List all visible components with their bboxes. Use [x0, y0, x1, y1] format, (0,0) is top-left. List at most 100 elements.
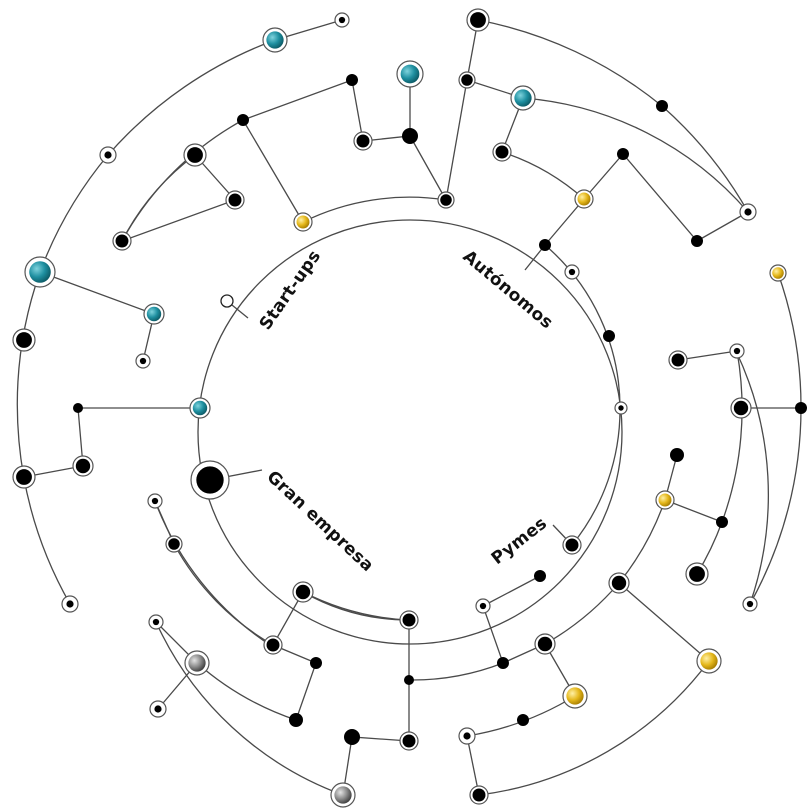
- node-ringed-shape: [16, 332, 32, 348]
- inner-arc-auto: [544, 244, 621, 409]
- node-small-shape: [66, 600, 74, 608]
- node-gray-shape: [188, 654, 206, 672]
- node-teal-shape: [192, 400, 208, 416]
- node-ringed: [190, 460, 230, 500]
- node-dot: [402, 128, 418, 144]
- node-small: [135, 353, 151, 369]
- node-ringed: [437, 191, 455, 209]
- node-dot-shape: [404, 675, 414, 685]
- node-teal: [189, 397, 211, 419]
- node-ringed-shape: [565, 538, 579, 552]
- outer-arc-e: [777, 272, 802, 409]
- node-gold-shape: [296, 215, 310, 229]
- inner-arc-ne: [501, 151, 585, 200]
- node-dot-shape: [656, 100, 668, 112]
- node-teal: [396, 60, 424, 88]
- node-small-shape: [479, 602, 487, 610]
- node-teal: [24, 256, 56, 288]
- inner-arc-n: [302, 196, 447, 223]
- node-ringed-shape: [187, 147, 203, 163]
- node-ringed-shape: [671, 353, 685, 367]
- node-dot-shape: [617, 148, 629, 160]
- node-dot-shape: [534, 570, 546, 582]
- node-teal-shape: [29, 261, 51, 283]
- edge: [482, 575, 546, 664]
- node-ringed: [668, 350, 688, 370]
- edge: [242, 119, 304, 223]
- node-ringed-shape: [356, 134, 370, 148]
- node-dot-shape: [670, 448, 684, 462]
- node-small: [564, 264, 580, 280]
- node-dot-shape: [289, 713, 303, 727]
- middle-arc-nw: [121, 119, 244, 242]
- edge: [524, 198, 585, 271]
- node-ringed-shape: [733, 400, 749, 416]
- inner-arc-pymes: [571, 407, 621, 546]
- node-dot: [404, 675, 414, 685]
- inner-arc-s: [302, 591, 410, 621]
- node-teal: [510, 85, 536, 111]
- node-ringed-shape: [75, 458, 91, 474]
- node-gold-shape: [577, 192, 591, 206]
- node-ringed: [469, 785, 489, 805]
- edge: [445, 19, 479, 201]
- node-dot: [617, 148, 629, 160]
- node-dot: [344, 729, 360, 745]
- node-ringed: [225, 190, 245, 210]
- outer-arc-sw: [155, 621, 344, 796]
- node-gold: [769, 264, 787, 282]
- node-ringed: [12, 328, 36, 352]
- node-ringed: [685, 562, 709, 586]
- node-ringed-shape: [196, 466, 224, 494]
- node-ringed-shape: [689, 566, 705, 582]
- node-small-shape: [463, 732, 471, 740]
- nodes: [12, 8, 807, 808]
- node-teal: [143, 303, 165, 325]
- node-small-shape: [744, 208, 752, 216]
- node-small-shape: [618, 405, 624, 411]
- node-dot-shape: [310, 657, 322, 669]
- node-ringed-shape: [440, 194, 452, 206]
- outer-arc-nw: [107, 39, 276, 156]
- node-small: [475, 598, 491, 614]
- node-gold: [293, 212, 313, 232]
- middle-arc-se: [478, 660, 710, 796]
- arc-east-mid: [721, 350, 743, 523]
- node-dot: [534, 570, 546, 582]
- node-small: [99, 146, 117, 164]
- node-ringed: [458, 71, 476, 89]
- node-ringed: [399, 731, 419, 751]
- node-gold: [562, 683, 588, 709]
- node-small-shape: [104, 151, 112, 159]
- node-dot-shape: [691, 235, 703, 247]
- outer-arc-w1: [39, 154, 109, 273]
- node-teal: [262, 27, 288, 53]
- node-dot-shape: [603, 330, 615, 342]
- node-ringed: [492, 142, 512, 162]
- node-ringed-shape: [495, 145, 509, 159]
- segment-label-pymes: Pymes: [488, 513, 551, 569]
- node-ringed: [12, 465, 36, 489]
- node-dot-shape: [346, 74, 358, 86]
- node-dot: [517, 714, 529, 726]
- node-dot-shape: [539, 239, 551, 251]
- node-small: [742, 596, 758, 612]
- node-small: [729, 343, 745, 359]
- middle-arc-e: [735, 350, 769, 605]
- node-dot-shape: [517, 714, 529, 726]
- node-dot: [237, 114, 249, 126]
- node-small-shape: [139, 357, 147, 365]
- node-small-shape: [151, 497, 159, 505]
- node-ringed: [112, 231, 132, 251]
- edge: [677, 350, 738, 361]
- node-ringed: [534, 633, 556, 655]
- node-gold-shape: [700, 652, 718, 670]
- node-dot-shape: [402, 128, 418, 144]
- node-ringed-shape: [461, 74, 473, 86]
- arc-pymes-mid: [618, 499, 666, 584]
- inner-arc-s2: [408, 662, 504, 681]
- node-dot: [670, 448, 684, 462]
- node-gold-shape: [566, 687, 584, 705]
